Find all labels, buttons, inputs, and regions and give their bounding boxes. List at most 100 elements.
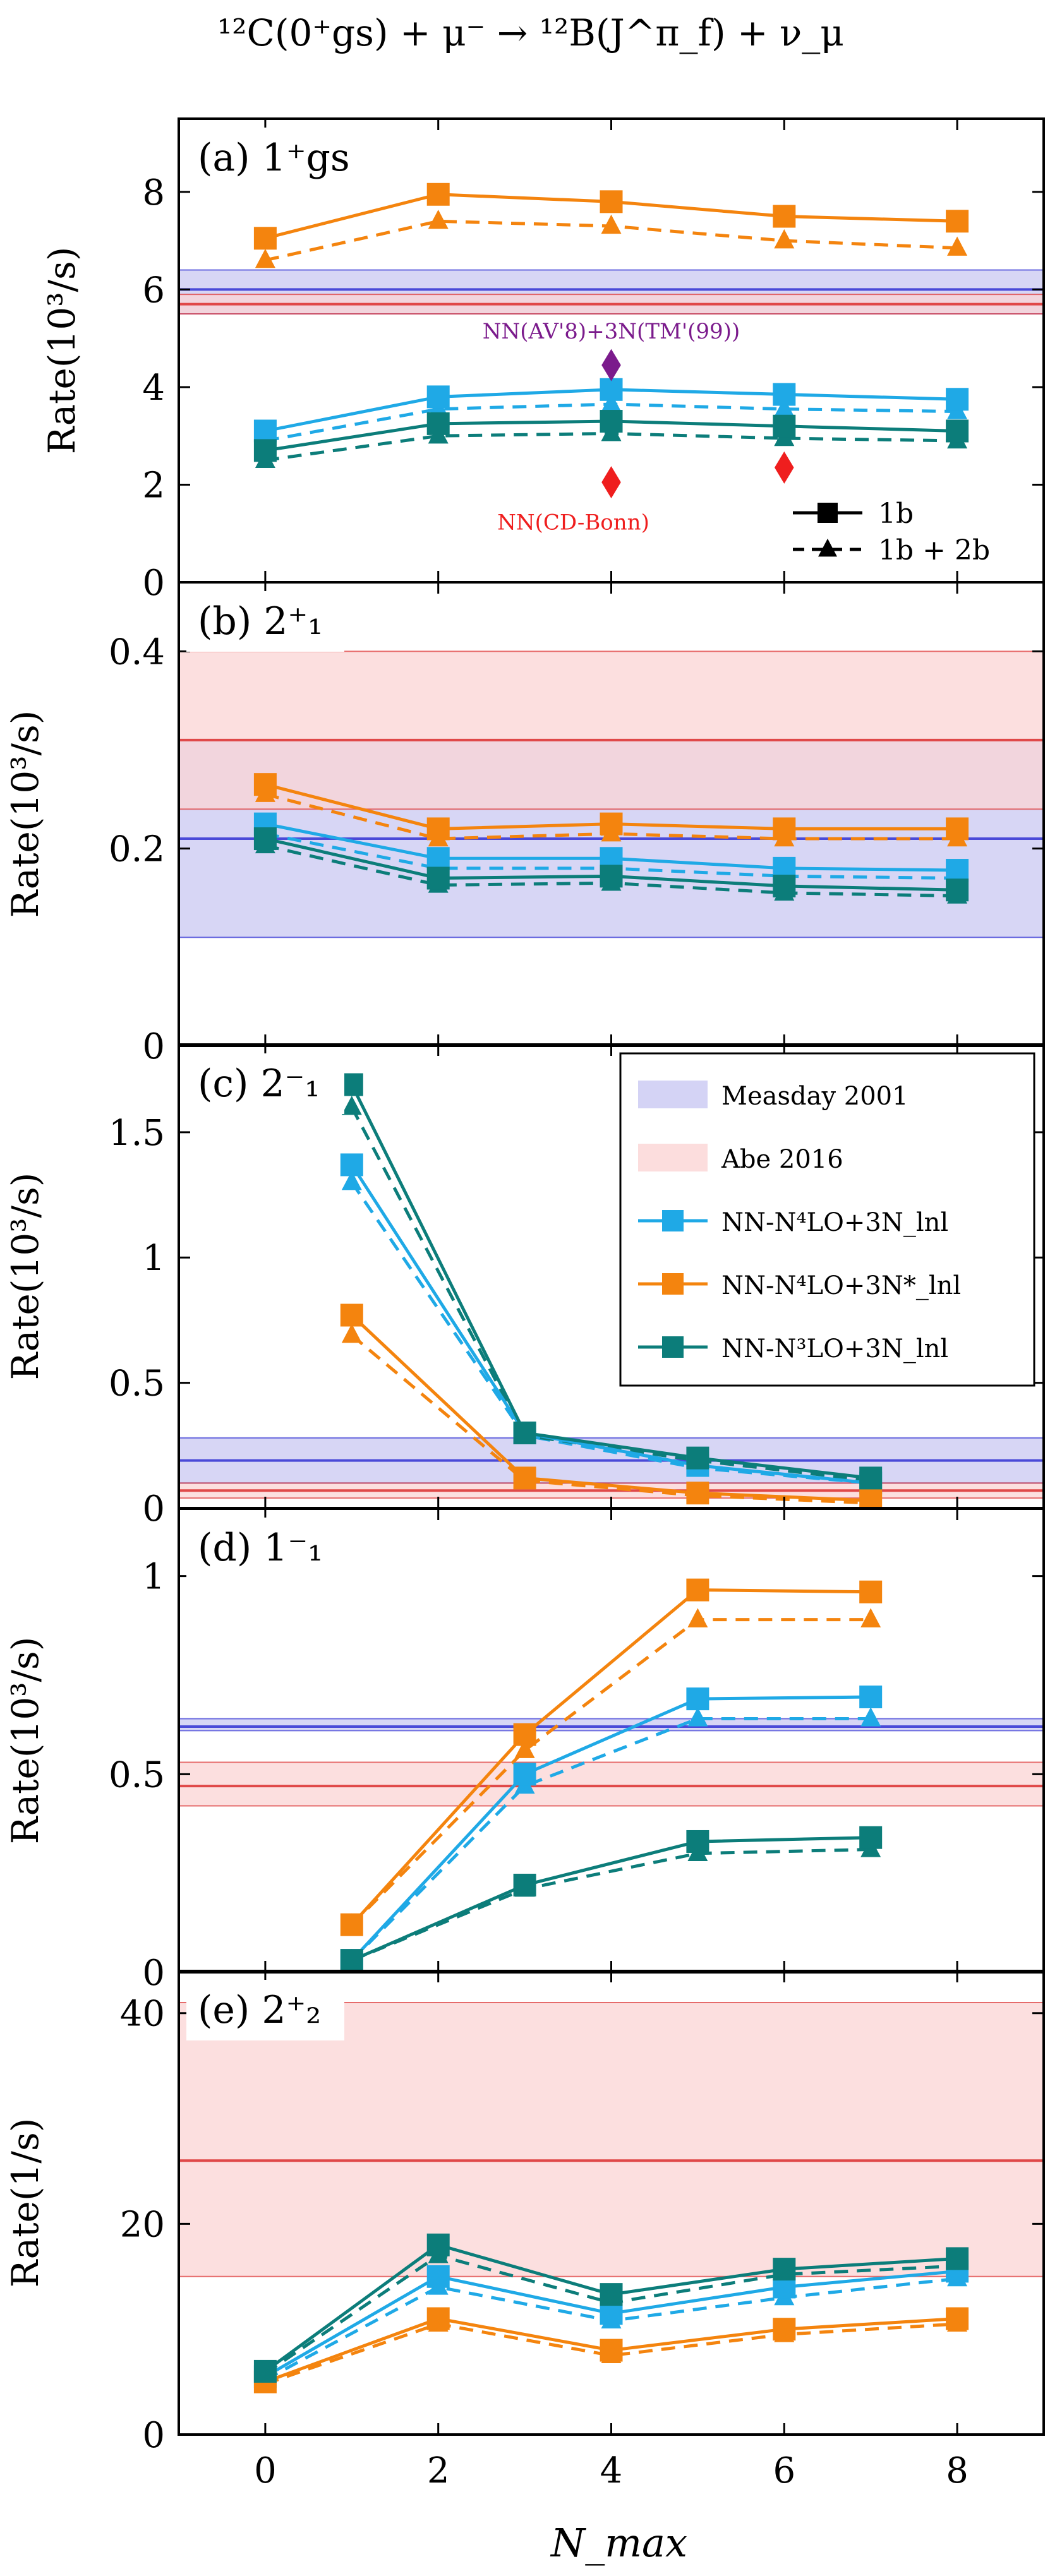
y-tick-label: 0.5 <box>109 1363 165 1405</box>
data-point-square <box>600 190 623 213</box>
y-tick-label: 1 <box>142 1557 165 1598</box>
data-point-square <box>427 2308 450 2330</box>
panel-label: (b) 2⁺₁ <box>198 599 323 644</box>
data-point-square <box>427 2234 450 2256</box>
legend-label: NN-N³LO+3N_lnl <box>721 1334 948 1363</box>
panels: NN(AV'8)+3N(TM'(99))NN(CD-Bonn)02468Rate… <box>4 119 1044 2491</box>
data-point-square <box>341 1153 363 1176</box>
data-point-square <box>254 419 277 442</box>
data-point-triangle <box>342 1324 362 1343</box>
series-line-teal-1b2b <box>352 1850 871 1961</box>
data-point-square <box>341 1914 363 1936</box>
data-point-triangle <box>428 210 449 229</box>
y-tick-label: 0 <box>142 1026 165 1067</box>
panel-2: 00.20.4Rate(10³/s)(b) 2⁺₁ <box>4 582 1044 1067</box>
data-point-square <box>341 1949 363 1972</box>
data-point-triangle <box>860 1608 881 1627</box>
y-tick-label: 0 <box>142 1953 165 1994</box>
comparison-label: NN(CD-Bonn) <box>497 510 649 536</box>
data-point-square <box>514 1422 536 1444</box>
series-line-teal-1b <box>352 1838 871 1960</box>
data-point-square <box>427 385 450 408</box>
data-point-square <box>686 1482 709 1504</box>
legend-main: Measday 2001Abe 2016NN-N⁴LO+3N_lnlNN-N⁴L… <box>620 1053 1034 1386</box>
y-tick-label: 1.5 <box>109 1113 165 1154</box>
measday-band <box>179 1718 1044 1730</box>
data-point-square <box>514 1723 536 1746</box>
panel-5: 02040Rate(1/s)(e) 2⁺₂ <box>4 1971 1044 2456</box>
x-tick-label: 2 <box>427 2450 450 2491</box>
comparison-label: NN(AV'8)+3N(TM'(99)) <box>483 319 740 344</box>
y-axis-label: Rate(10³/s) <box>4 1173 47 1381</box>
legend-label: Abe 2016 <box>721 1145 843 1174</box>
data-point-square <box>600 2339 623 2362</box>
y-tick-label: 20 <box>120 2204 165 2245</box>
data-point-square <box>946 388 969 410</box>
data-point-square <box>946 210 969 232</box>
data-point-square <box>686 1830 709 1853</box>
legend-swatch <box>638 1144 708 1171</box>
data-point-triangle <box>601 215 622 234</box>
legend-swatch <box>638 1081 708 1108</box>
comparison-marker <box>601 466 621 498</box>
data-point-square <box>514 1763 536 1785</box>
data-point-square <box>946 419 969 442</box>
x-tick-label: 4 <box>600 2450 623 2491</box>
data-point-triangle <box>947 237 967 256</box>
panel-label: (c) 2⁻₁ <box>198 1062 320 1106</box>
legend-marker <box>662 1273 684 1295</box>
data-point-square <box>946 2308 969 2330</box>
comparison-marker <box>601 349 621 381</box>
y-tick-label: 0 <box>142 2415 165 2456</box>
data-point-square <box>600 410 623 433</box>
data-point-triangle <box>687 1608 708 1627</box>
panel-frame <box>179 1509 1044 1972</box>
data-point-square <box>946 878 969 901</box>
plot-area <box>179 651 1044 937</box>
data-point-square <box>773 2258 795 2280</box>
y-tick-label: 0.4 <box>109 632 165 673</box>
data-point-square <box>427 183 450 206</box>
comparison-marker <box>775 452 794 484</box>
data-point-square <box>686 1579 709 1602</box>
y-tick-label: 4 <box>142 368 165 409</box>
data-point-square <box>341 1303 363 1326</box>
panel-1: NN(AV'8)+3N(TM'(99))NN(CD-Bonn)02468Rate… <box>40 119 1044 604</box>
data-point-square <box>773 205 795 228</box>
legend-marker <box>662 1210 684 1231</box>
data-point-square <box>946 859 969 882</box>
y-tick-label: 1 <box>142 1238 165 1279</box>
y-axis-label: Rate(10³/s) <box>40 247 83 455</box>
abe-band <box>179 2003 1044 2277</box>
data-point-square <box>600 813 623 836</box>
data-point-square <box>859 1826 882 1849</box>
data-point-square <box>600 2283 623 2306</box>
data-point-square <box>946 2247 969 2270</box>
data-point-square <box>427 412 450 435</box>
figure-title: ¹²C(0⁺gs) + μ⁻ → ¹²B(J^π_f) + ν_μ <box>217 11 844 54</box>
data-point-square <box>254 827 277 850</box>
data-point-square <box>600 865 623 887</box>
data-point-square <box>514 1466 536 1489</box>
legend-dashed-marker <box>818 539 837 557</box>
legend-style: 1b1b + 2b <box>793 498 990 566</box>
data-point-triangle <box>860 1707 881 1726</box>
y-tick-label: 0 <box>142 563 165 604</box>
data-point-square <box>514 1874 536 1896</box>
data-point-square <box>946 817 969 840</box>
legend-marker <box>662 1336 684 1358</box>
x-tick-label: 6 <box>773 2450 795 2491</box>
data-point-square <box>254 2360 277 2383</box>
data-point-square <box>254 227 277 249</box>
data-point-square <box>859 1686 882 1708</box>
panel-4: 00.51Rate(10³/s)(d) 1⁻₁ <box>4 1509 1044 1994</box>
data-point-square <box>859 1581 882 1603</box>
y-axis-label: Rate(10³/s) <box>4 710 47 918</box>
x-tick-label: 0 <box>254 2450 277 2491</box>
data-point-square <box>254 439 277 462</box>
data-point-square <box>600 378 623 401</box>
data-point-triangle <box>774 229 794 248</box>
abe-band <box>179 1763 1044 1806</box>
series-line-light_blue-1b <box>352 1697 871 1960</box>
data-point-square <box>773 817 795 840</box>
